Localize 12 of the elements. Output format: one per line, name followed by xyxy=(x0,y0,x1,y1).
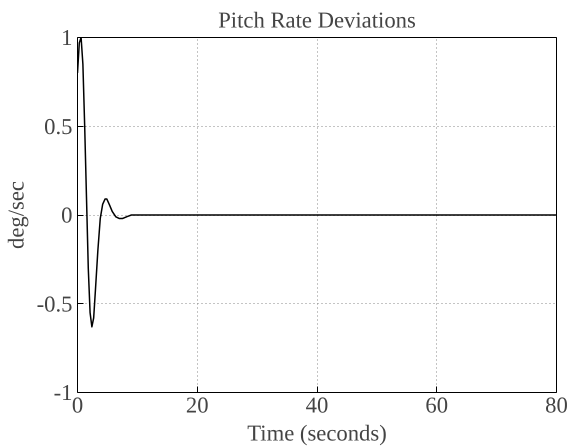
x-tick-label: 60 xyxy=(425,392,448,418)
y-tick-label: -1 xyxy=(54,380,72,405)
y-tick-label: 0 xyxy=(61,202,72,228)
y-tick-label: 1 xyxy=(61,25,72,50)
y-tick-label: -0.5 xyxy=(36,291,73,316)
x-axis-title: Time (seconds) xyxy=(247,420,387,446)
y-tick-label: 0.5 xyxy=(44,114,73,139)
x-tick-label: 40 xyxy=(306,392,328,418)
chart-title: Pitch Rate Deviations xyxy=(218,8,416,32)
y-axis-title: deg/sec xyxy=(4,181,29,249)
x-tick-label: 80 xyxy=(545,392,568,418)
x-tick-label: 20 xyxy=(186,392,209,418)
